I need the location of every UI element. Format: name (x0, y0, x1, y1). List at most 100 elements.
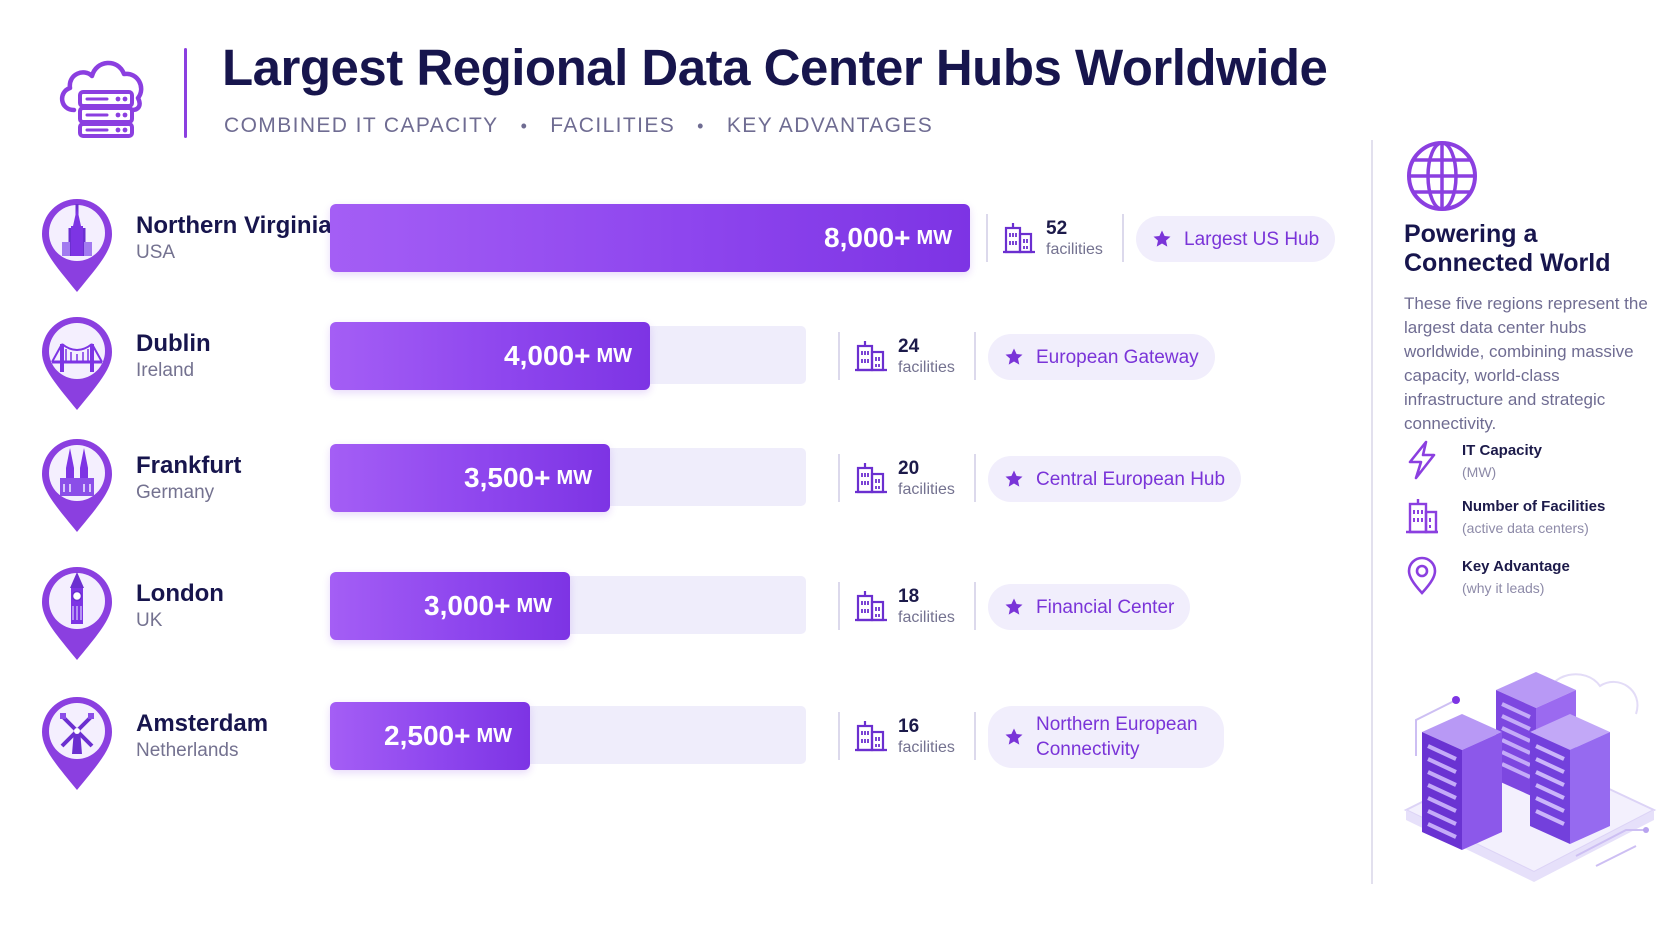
star-icon (1005, 728, 1023, 745)
cloud-server-icon (60, 60, 144, 138)
subtitle: COMBINED IT CAPACITY • FACILITIES • KEY … (224, 114, 933, 138)
cathedral-landmark-icon (40, 439, 114, 538)
facility-label: facilities (898, 481, 955, 498)
advantage-badge: Financial Center (988, 584, 1191, 630)
advantage-badge: Largest US Hub (1136, 216, 1336, 262)
advantage-label: Northern European Connectivity (1036, 714, 1198, 760)
advantage-badge: European Gateway (988, 334, 1215, 380)
advantage-label: Financial Center (1036, 596, 1175, 618)
lightning-icon (1408, 440, 1436, 480)
country-name: UK (136, 610, 163, 631)
legend-item-capacity: IT Capacity (MW) (1404, 440, 1654, 490)
advantage-label: Largest US Hub (1184, 228, 1320, 250)
building-icon (854, 461, 888, 495)
hub-row: Frankfurt Germany 3,500+ MW 20 facilities Cent… (0, 438, 1380, 548)
hub-row: Amsterdam Netherlands 2,500+ MW 16 facilities… (0, 696, 1380, 806)
city-name: Frankfurt (136, 452, 242, 479)
building-icon (854, 719, 888, 753)
advantage-badge: Northern European Connectivity (988, 706, 1224, 768)
hub-row: London UK 3,000+ MW 18 facilities Financial Ce… (0, 566, 1380, 676)
capacity-bar: 3,500+ MW (330, 444, 610, 512)
bridge-landmark-icon (40, 317, 114, 416)
divider (838, 712, 840, 760)
divider (838, 332, 840, 380)
hub-row: Dublin Ireland 4,000+ MW 24 facilities Europea… (0, 316, 1380, 426)
country-name: Netherlands (136, 740, 239, 761)
advantage-label: Central European Hub (1036, 468, 1226, 490)
legend-label: Number of Facilities (1462, 498, 1606, 515)
facility-count: 18 (898, 586, 920, 607)
divider (838, 582, 840, 630)
city-name: Dublin (136, 330, 211, 357)
legend-sub: (why it leads) (1462, 580, 1545, 596)
location-pin (40, 316, 114, 412)
capacity-unit: MW (516, 594, 552, 617)
capacity-bar: 8,000+ MW (330, 204, 970, 272)
facility-count: 16 (898, 716, 920, 737)
capacity-value: 4,000+ (504, 340, 591, 371)
server-racks-illustration (1403, 672, 1657, 882)
country-name: Germany (136, 482, 215, 503)
capacity-unit: MW (556, 466, 592, 489)
windmill-landmark-icon (40, 697, 114, 796)
advantage-badge: Central European Hub (988, 456, 1242, 502)
subtitle-item: COMBINED IT CAPACITY (224, 114, 499, 137)
location-pin (40, 696, 114, 792)
location-pin (40, 566, 114, 662)
hub-row: Northern Virginia USA 8,000+ MW 52 facilities… (0, 198, 1380, 308)
facility-label: facilities (898, 739, 955, 756)
capacity-bar: 2,500+ MW (330, 702, 530, 770)
page-title: Largest Regional Data Center Hubs Worldw… (222, 39, 1328, 96)
facility-label: facilities (1046, 241, 1103, 258)
capacity-value: 3,500+ (464, 462, 551, 493)
legend-sub: (MW) (1462, 464, 1497, 480)
legend-item-advantage: Key Advantage (why it leads) (1404, 556, 1654, 606)
capacity-unit: MW (916, 226, 952, 249)
facility-count: 52 (1046, 218, 1068, 239)
divider (974, 712, 976, 760)
panel-title: Powering a Connected World (1404, 220, 1611, 277)
advantage-label: European Gateway (1036, 346, 1199, 368)
subtitle-item: KEY ADVANTAGES (726, 114, 934, 137)
location-pin (40, 438, 114, 534)
facility-label: facilities (898, 609, 955, 626)
subtitle-separator: • (520, 115, 529, 136)
capacity-value: 8,000+ (824, 222, 911, 253)
capacity-value: 2,500+ (384, 720, 471, 751)
facility-count: 24 (898, 336, 920, 357)
facility-label: facilities (898, 359, 955, 376)
capitol-landmark-icon (40, 199, 114, 298)
building-icon (1002, 221, 1036, 255)
city-name: Amsterdam (136, 710, 269, 737)
divider (1122, 214, 1124, 262)
legend-sub: (active data centers) (1462, 520, 1589, 536)
capacity-bar: 3,000+ MW (330, 572, 570, 640)
divider (974, 454, 976, 502)
city-name: Northern Virginia (136, 212, 332, 239)
star-icon (1005, 598, 1023, 615)
country-name: Ireland (136, 360, 195, 381)
building-icon (854, 339, 888, 373)
star-icon (1005, 348, 1023, 365)
country-name: USA (136, 242, 176, 263)
divider (974, 332, 976, 380)
capacity-unit: MW (596, 344, 632, 367)
divider (986, 214, 988, 262)
legend-label: IT Capacity (1462, 442, 1543, 459)
building-icon (1406, 499, 1438, 534)
city-name: London (136, 580, 224, 607)
star-icon (1153, 230, 1171, 247)
legend-item-facilities: Number of Facilities (active data center… (1404, 496, 1654, 546)
star-icon (1005, 470, 1023, 487)
divider (974, 582, 976, 630)
subtitle-separator: • (697, 115, 705, 136)
capacity-bar: 4,000+ MW (330, 322, 650, 390)
building-icon (854, 589, 888, 623)
globe-icon (1407, 141, 1477, 211)
capacity-value: 3,000+ (424, 590, 511, 621)
divider (838, 454, 840, 502)
panel-description: These five regions represent the largest… (1404, 294, 1648, 433)
facility-count: 20 (898, 458, 920, 479)
header-divider (184, 48, 187, 138)
legend-label: Key Advantage (1462, 558, 1570, 575)
